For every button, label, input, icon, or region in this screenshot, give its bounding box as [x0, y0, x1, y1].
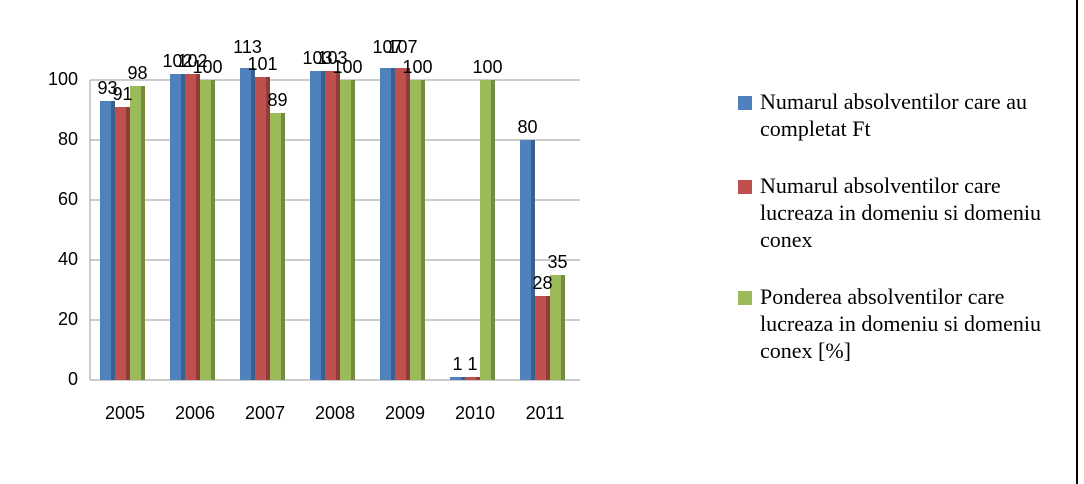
bar: [450, 377, 465, 380]
bar: [310, 71, 325, 380]
legend-item: Ponderea absolventilor care lucreaza in …: [738, 283, 1068, 364]
data-label: 100: [332, 57, 362, 77]
bar: [325, 71, 340, 380]
legend-label: Ponderea absolventilor care lucreaza in …: [760, 284, 1042, 363]
bar-side: [391, 68, 395, 380]
data-label: 107: [387, 37, 417, 57]
bar-side: [126, 107, 130, 380]
legend-swatch: [738, 291, 752, 305]
x-tick-label: 2005: [105, 403, 145, 423]
y-tick-label: 80: [58, 129, 78, 149]
bar-side: [321, 71, 325, 380]
data-label: 100: [192, 57, 222, 77]
bar-side: [561, 275, 565, 380]
bar-side: [491, 80, 495, 380]
bar-side: [531, 140, 535, 380]
data-label: 103: [317, 48, 347, 68]
data-label: 93: [97, 78, 117, 98]
y-tick-label: 100: [48, 69, 78, 89]
x-tick-label: 2011: [526, 403, 565, 423]
bar: [550, 275, 565, 380]
bar: [255, 77, 270, 380]
legend-label: Numarul absolventilor care lucreaza in d…: [760, 173, 1042, 252]
data-label: 113: [233, 37, 262, 57]
data-label: 1: [452, 354, 462, 374]
y-tick-label: 60: [58, 189, 78, 209]
bar: [170, 74, 185, 380]
bar: [200, 80, 215, 380]
y-tick-label: 0: [68, 369, 78, 389]
bar-side: [196, 74, 200, 380]
bar: [380, 68, 395, 380]
x-tick-label: 2010: [455, 403, 495, 423]
bar-side: [281, 113, 285, 380]
bar-side: [111, 101, 115, 380]
data-label: 98: [127, 63, 147, 83]
bar: [535, 296, 550, 380]
bar-side: [181, 74, 185, 380]
y-tick-label: 40: [58, 249, 78, 269]
legend-item: Numarul absolventilor care au completat …: [738, 88, 1068, 142]
bar: [240, 68, 255, 380]
legend-label: Numarul absolventilor care au completat …: [760, 89, 1027, 141]
bar: [480, 80, 495, 380]
bar: [270, 113, 285, 380]
data-label: 102: [162, 51, 192, 71]
y-tick-label: 20: [58, 309, 78, 329]
bar-side: [211, 80, 215, 380]
bar: [395, 68, 410, 380]
x-tick-label: 2008: [315, 403, 355, 423]
x-tick-label: 2007: [245, 403, 285, 423]
bar-side: [266, 77, 270, 380]
bar: [100, 101, 115, 380]
data-label: 91: [112, 84, 132, 104]
data-label: 80: [517, 117, 537, 137]
legend-swatch: [738, 180, 752, 194]
data-label: 100: [402, 57, 432, 77]
data-label: 103: [302, 48, 332, 68]
bar: [130, 86, 145, 380]
bar-side: [141, 86, 145, 380]
data-label: 35: [547, 252, 567, 272]
bar: [340, 80, 355, 380]
bar: [185, 74, 200, 380]
bar: [465, 377, 480, 380]
data-label: 102: [177, 51, 207, 71]
legend-swatch: [738, 96, 752, 110]
bar-side: [336, 71, 340, 380]
x-tick-label: 2006: [175, 403, 215, 423]
bars: [100, 68, 565, 380]
data-label: 28: [532, 273, 552, 293]
data-label: 1: [467, 354, 477, 374]
bar-side: [461, 377, 465, 380]
bar: [410, 80, 425, 380]
legend-item: Numarul absolventilor care lucreaza in d…: [738, 172, 1068, 253]
data-label: 100: [472, 57, 502, 77]
bar-side: [421, 80, 425, 380]
labels: 2005939198200610210210020071131018920081…: [97, 37, 567, 423]
bar-side: [351, 80, 355, 380]
data-label: 101: [247, 54, 277, 74]
data-label: 107: [372, 37, 402, 57]
border: [1076, 0, 1078, 484]
bar-side: [476, 377, 480, 380]
bar: [520, 140, 535, 380]
x-tick-label: 2009: [385, 403, 425, 423]
bar: [115, 107, 130, 380]
bar-side: [406, 68, 410, 380]
bar-side: [546, 296, 550, 380]
data-label: 89: [267, 90, 287, 110]
bar-side: [251, 68, 255, 380]
legend: Numarul absolventilor care au completat …: [738, 88, 1068, 394]
